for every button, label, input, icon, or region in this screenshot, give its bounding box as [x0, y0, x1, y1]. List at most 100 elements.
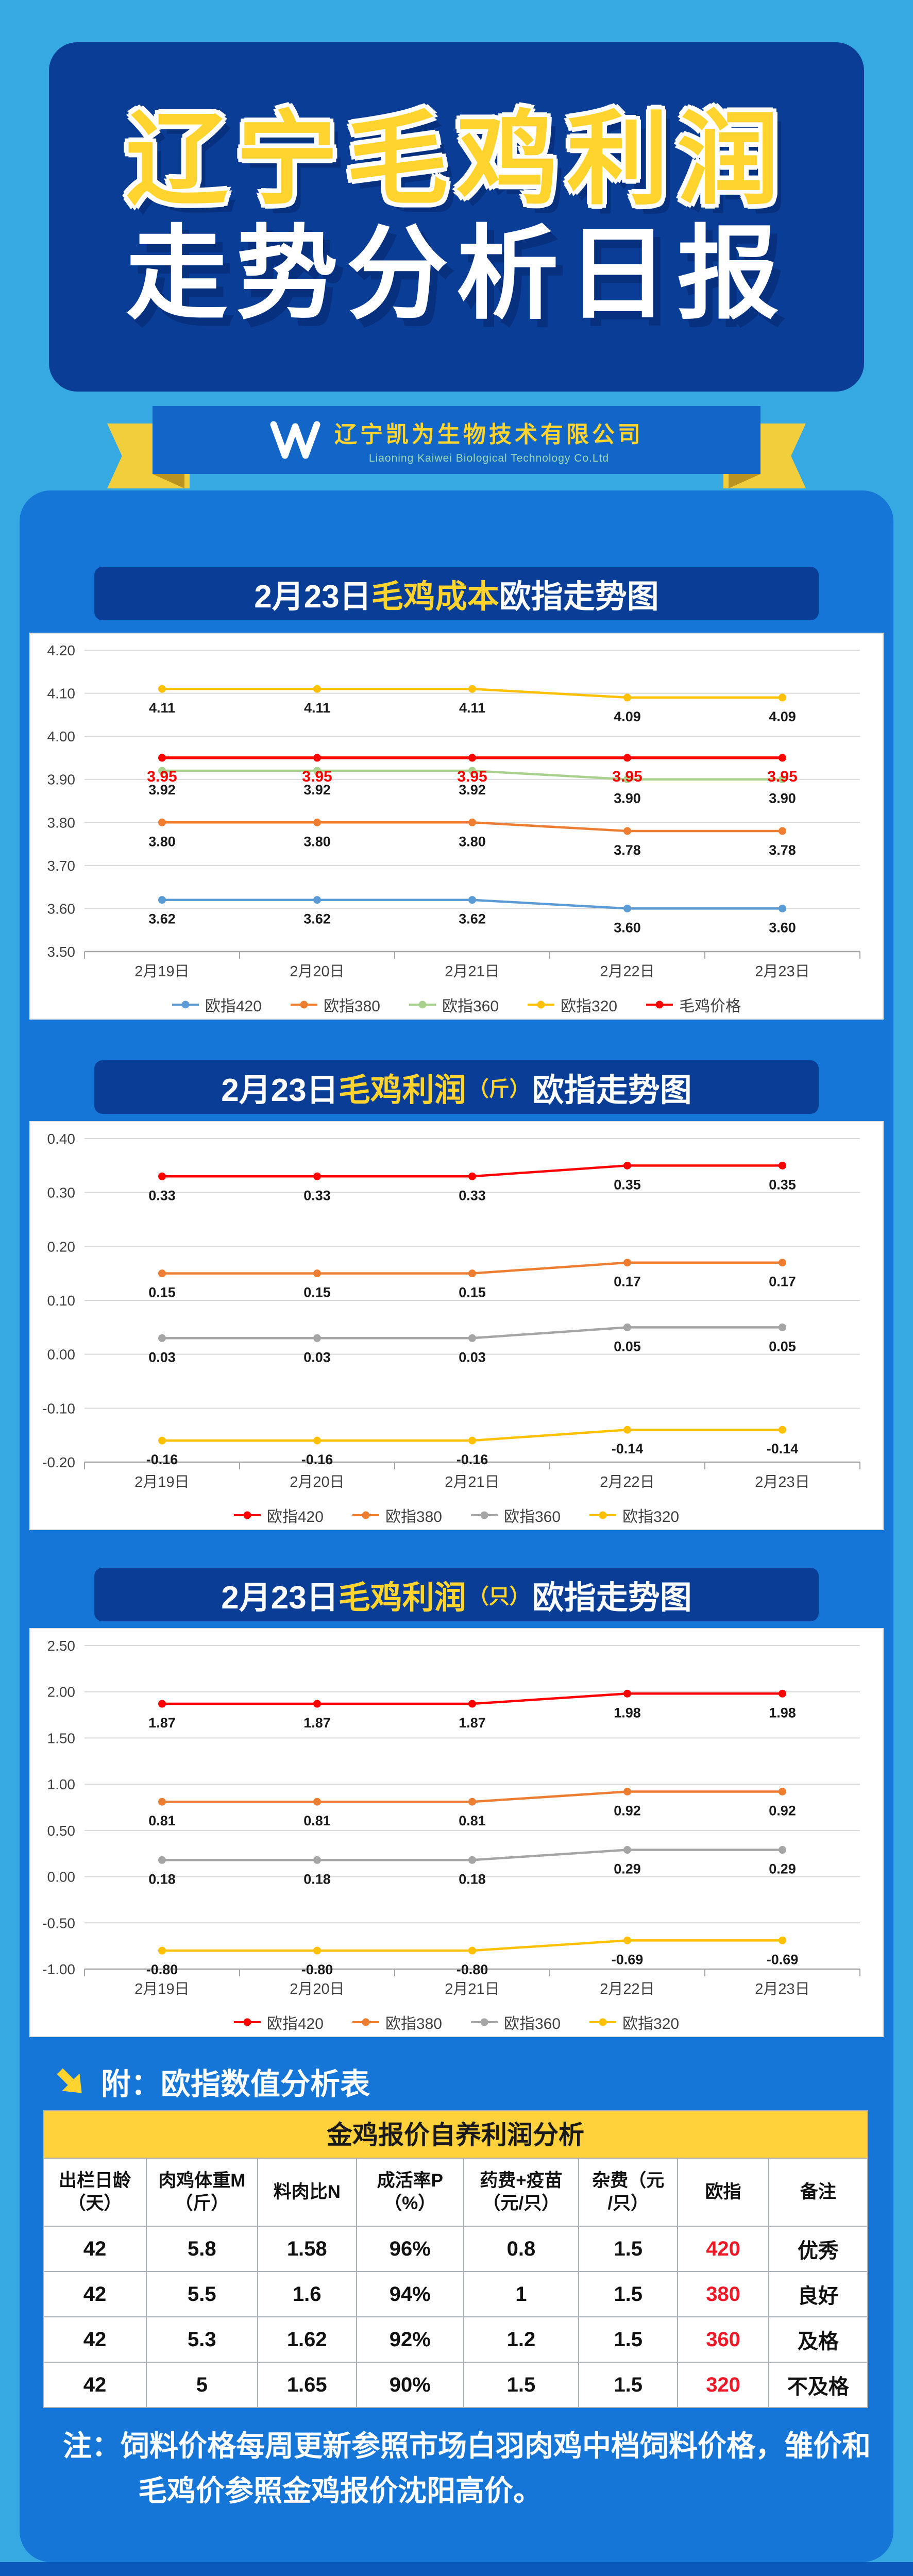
legend-item-毛鸡价格: 毛鸡价格 — [646, 993, 741, 1016]
table-row: 42 5.8 1.58 96% 0.8 1.5 420 优秀 — [43, 2226, 869, 2272]
svg-text:3.60: 3.60 — [614, 920, 641, 935]
svg-text:3.70: 3.70 — [47, 858, 76, 874]
svg-text:1.98: 1.98 — [769, 1705, 796, 1720]
legend-marker-icon — [409, 1001, 436, 1009]
table-cell: 不及格 — [768, 2362, 869, 2408]
table-cell: 94% — [356, 2271, 464, 2317]
header-date: 2月23日 — [221, 1073, 339, 1108]
series-欧指320: 4.11 4.11 4.11 4.09 4.09 — [149, 685, 796, 724]
table-row: 42 5 1.65 90% 1.5 1.5 320 不及格 — [43, 2362, 869, 2408]
svg-text:3.50: 3.50 — [47, 944, 76, 960]
euro-index-cell: 360 — [677, 2316, 769, 2363]
table-row: 42 5.5 1.6 94% 1 1.5 380 良好 — [43, 2271, 869, 2317]
column-header: 料肉比N — [257, 2158, 357, 2227]
svg-text:4.11: 4.11 — [149, 700, 175, 716]
svg-text:3.78: 3.78 — [769, 842, 796, 858]
legend-item-欧指380: 欧指380 — [352, 2011, 442, 2033]
svg-text:-0.80: -0.80 — [146, 1962, 178, 1977]
svg-text:2月23日: 2月23日 — [755, 1981, 809, 1997]
svg-text:4.00: 4.00 — [47, 728, 76, 744]
svg-text:3.60: 3.60 — [769, 920, 796, 935]
svg-text:0.18: 0.18 — [148, 1871, 176, 1887]
header-suffix: 欧指走势图 — [532, 1073, 692, 1108]
column-header: 成活率P （%） — [356, 2158, 464, 2227]
svg-text:2月21日: 2月21日 — [445, 963, 499, 980]
page-title-line1: 辽宁毛鸡利润 — [126, 103, 787, 217]
x-axis: 2月19日 2月20日 2月21日 2月22日 2月23日 — [84, 1461, 860, 1490]
svg-text:0.81: 0.81 — [148, 1813, 176, 1828]
svg-text:-0.69: -0.69 — [612, 1952, 644, 1967]
column-header: 出栏日龄 （天） — [43, 2158, 147, 2227]
header-date: 2月23日 — [221, 1580, 339, 1616]
svg-text:0.35: 0.35 — [614, 1177, 641, 1192]
svg-text:0.17: 0.17 — [769, 1274, 796, 1290]
annex-row: 附：欧指数值分析表 — [52, 2060, 370, 2103]
table-cell: 42 — [43, 2271, 147, 2317]
section-header-profit-jin: 2月23日 毛鸡利润 （斤） 欧指走势图 — [94, 1060, 819, 1114]
table-cell: 1.5 — [578, 2316, 679, 2363]
svg-text:0.33: 0.33 — [303, 1188, 331, 1203]
series-欧指360: 0.03 0.03 0.03 0.05 0.05 — [148, 1323, 796, 1365]
svg-text:2月21日: 2月21日 — [445, 1474, 499, 1490]
series-欧指320: -0.16 -0.16 -0.16 -0.14 -0.14 — [146, 1426, 799, 1467]
svg-text:3.80: 3.80 — [47, 815, 76, 831]
svg-text:-0.16: -0.16 — [146, 1452, 178, 1467]
legend-item-欧指360: 欧指360 — [471, 1504, 561, 1527]
series-欧指360: 0.18 0.18 0.18 0.29 0.29 — [148, 1846, 796, 1887]
svg-text:2月20日: 2月20日 — [290, 1474, 344, 1490]
table-cell: 5.8 — [146, 2226, 258, 2272]
title-banner: 辽宁毛鸡利润 走势分析日报 — [49, 42, 864, 392]
svg-text:-0.14: -0.14 — [767, 1441, 799, 1456]
euro-index-cell: 380 — [677, 2271, 769, 2317]
legend-label: 欧指380 — [385, 1509, 442, 1526]
x-axis: 2月19日 2月20日 2月21日 2月22日 2月23日 — [84, 951, 860, 980]
header-suffix: 欧指走势图 — [499, 579, 659, 615]
svg-text:0.00: 0.00 — [47, 1347, 76, 1363]
legend-marker-icon — [233, 1511, 261, 1519]
svg-text:2月23日: 2月23日 — [755, 1474, 809, 1490]
svg-text:3.62: 3.62 — [459, 911, 486, 927]
svg-text:3.60: 3.60 — [47, 901, 76, 917]
column-header: 药费+疫苗 （元/只） — [463, 2158, 580, 2227]
table-cell: 92% — [356, 2316, 464, 2363]
svg-text:1.87: 1.87 — [303, 1715, 331, 1731]
svg-text:2月20日: 2月20日 — [290, 1981, 344, 1997]
svg-text:0.03: 0.03 — [148, 1349, 176, 1365]
svg-text:0.10: 0.10 — [47, 1293, 76, 1309]
chart-canvas: -0.20 -0.10 0.00 0.10 0.20 0.30 0.40 2月19日 2月20日… — [42, 1131, 860, 1490]
header-date: 2月23日 — [254, 579, 371, 615]
company-block: 辽宁凯为生物技术有限公司 Liaoning Kaiwei Biological … — [334, 416, 644, 465]
svg-text:2.00: 2.00 — [47, 1684, 76, 1700]
svg-text:0.50: 0.50 — [47, 1823, 76, 1839]
table-cell: 1.6 — [257, 2271, 357, 2317]
table-cell: 1 — [463, 2271, 580, 2317]
svg-text:3.90: 3.90 — [614, 791, 641, 806]
svg-text:3.78: 3.78 — [614, 842, 641, 858]
svg-text:0.03: 0.03 — [303, 1349, 331, 1365]
legend-marker-icon — [233, 2018, 261, 2026]
cost-chart: 3.50 3.60 3.70 3.80 3.90 4.00 4.10 4.20 2月19日 2月2… — [47, 642, 860, 980]
legend-marker-icon — [172, 1001, 199, 1009]
header-highlight: 毛鸡利润 — [338, 1580, 466, 1616]
svg-text:3.92: 3.92 — [303, 782, 331, 798]
svg-text:-0.16: -0.16 — [301, 1452, 333, 1467]
svg-text:1.50: 1.50 — [47, 1730, 76, 1746]
svg-text:2月20日: 2月20日 — [290, 963, 344, 980]
legend-item-欧指360: 欧指360 — [409, 993, 499, 1016]
svg-text:2月22日: 2月22日 — [600, 1474, 654, 1490]
annex-label: 附：欧指数值分析表 — [101, 2067, 370, 2101]
svg-text:3.62: 3.62 — [148, 911, 176, 927]
column-header: 肉鸡体重M （斤） — [146, 2158, 258, 2227]
table-cell: 1.5 — [578, 2362, 679, 2408]
legend-label: 欧指360 — [442, 998, 499, 1015]
legend-marker-icon — [589, 1511, 617, 1519]
svg-text:0.03: 0.03 — [459, 1349, 486, 1365]
table-cell: 及格 — [768, 2316, 869, 2363]
table-cell: 42 — [43, 2226, 147, 2272]
legend-marker-icon — [352, 2018, 379, 2026]
company-name-en: Liaoning Kaiwei Biological Technology Co… — [368, 452, 610, 464]
table-cell: 5.3 — [146, 2316, 258, 2363]
